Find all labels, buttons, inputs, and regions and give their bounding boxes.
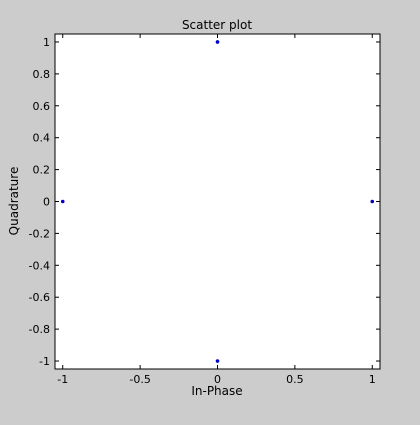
x-tick-label: 0 [214, 373, 221, 386]
chart-title: Scatter plot [182, 18, 252, 32]
axis-ticks: -1 -0.5 0 0.5 1 -1 -0.8 -0.6 -0.4 -0.2 0 0.2 0.4 0.6 0… [29, 34, 380, 386]
data-points [60, 40, 375, 363]
scatter-point [215, 359, 220, 363]
y-tick-label: 0.2 [33, 164, 51, 177]
y-tick-label: 0 [43, 196, 50, 209]
scatter-point [215, 40, 220, 44]
y-tick-label: -0.4 [29, 259, 50, 272]
y-axis-title: Quadrature [7, 167, 21, 236]
x-tick-label: -1 [57, 373, 68, 386]
x-tick-label: 1 [369, 373, 376, 386]
plot-area [54, 33, 381, 370]
y-tick-label: -0.6 [29, 291, 50, 304]
y-tick-label: -0.8 [29, 323, 50, 336]
x-tick-label: -0.5 [129, 373, 150, 386]
y-tick-label: 0.4 [33, 132, 51, 145]
y-tick-label: -1 [39, 355, 50, 368]
scatter-point [370, 199, 375, 204]
scatter-point [60, 199, 65, 204]
y-tick-label: 0.8 [33, 68, 51, 81]
y-tick-label: 0.6 [33, 100, 51, 113]
y-tick-label: 1 [43, 36, 50, 49]
x-tick-label: 0.5 [286, 373, 304, 386]
x-axis-title: In-Phase [191, 384, 242, 398]
y-tick-label: -0.2 [29, 227, 50, 240]
